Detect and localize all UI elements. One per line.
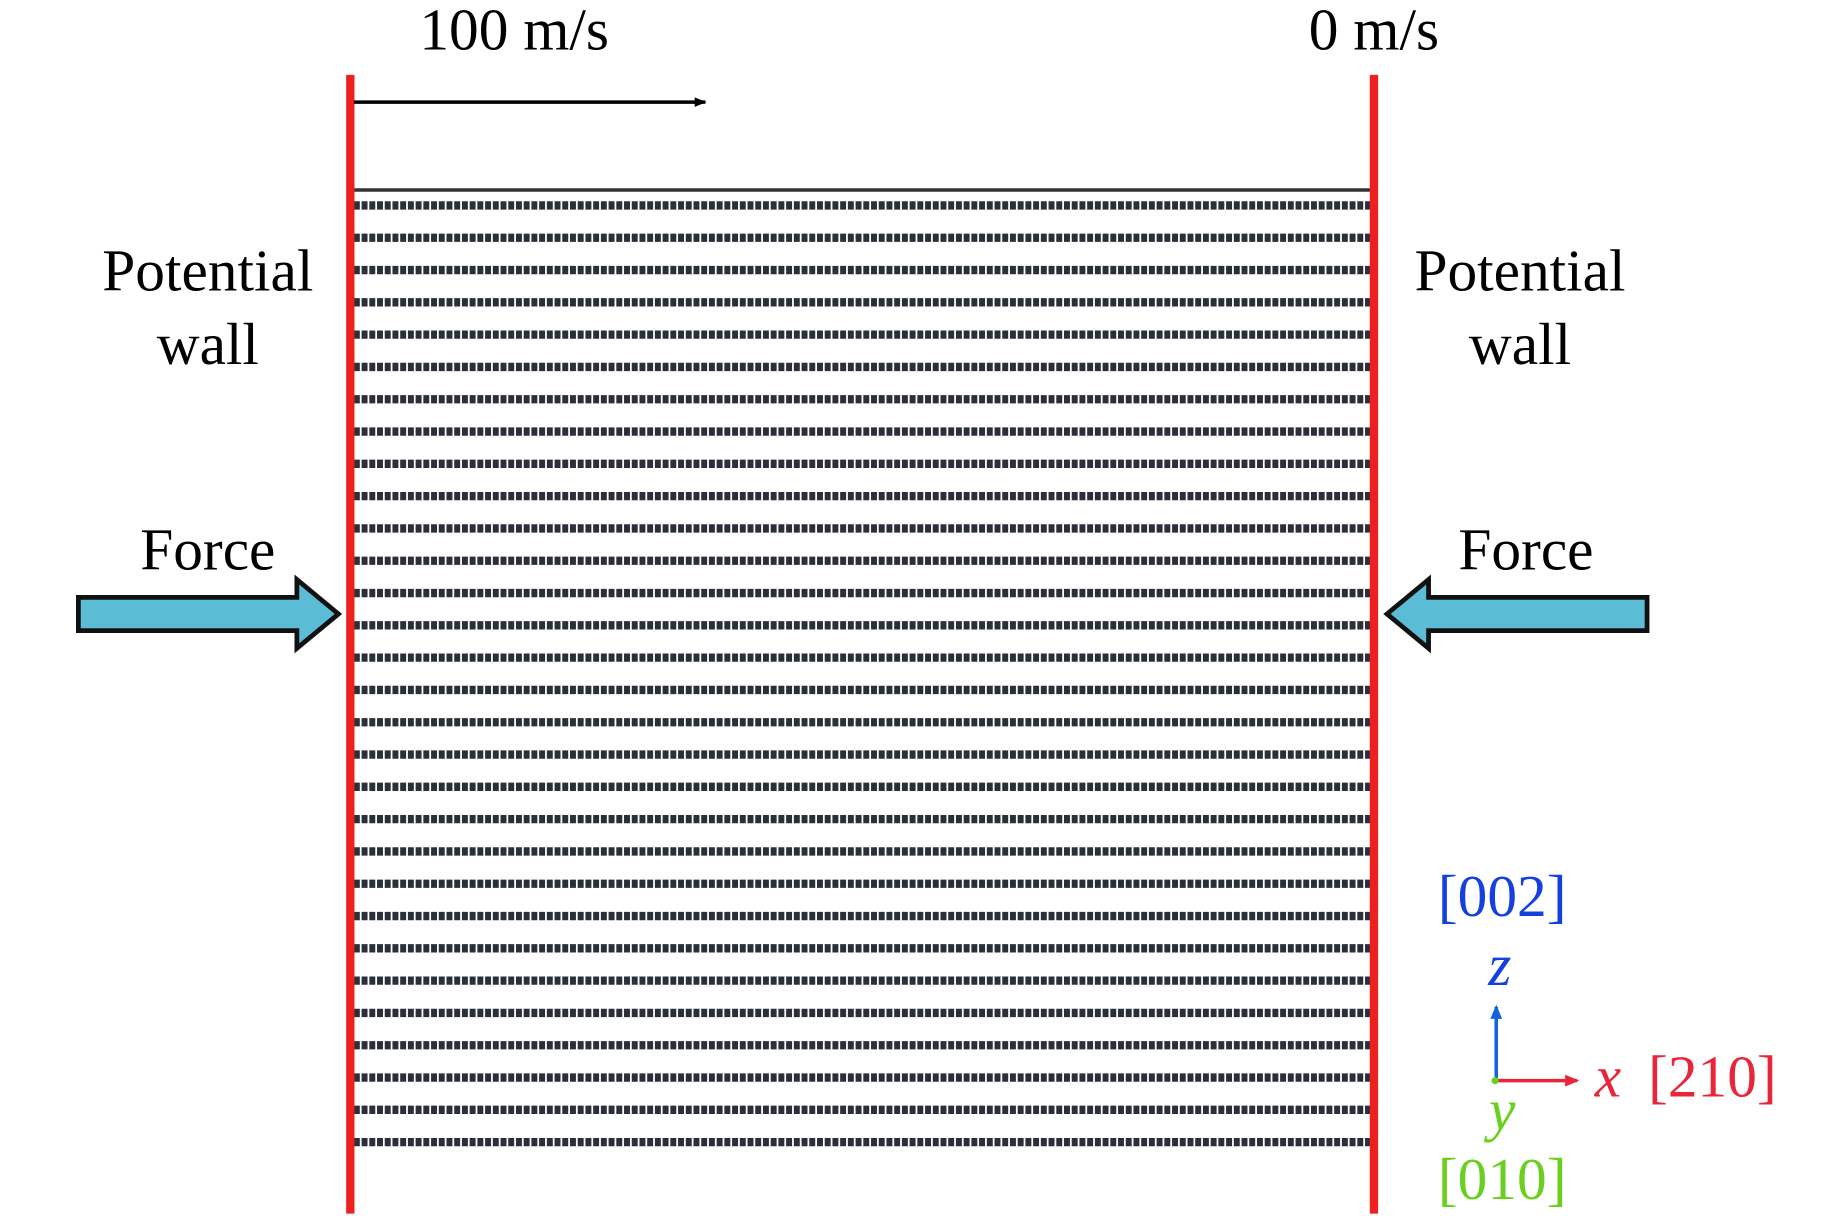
wall-label: wall: [157, 311, 259, 377]
axis-label: z: [1487, 932, 1511, 998]
axis-direction: [002]: [1438, 863, 1567, 929]
velocity-label: 100 m/s: [419, 0, 609, 62]
wall-label: Potential: [1414, 237, 1625, 303]
wall-label: Potential: [102, 237, 313, 303]
atomic-slab: [353, 187, 1371, 1174]
force-label: Force: [1458, 516, 1593, 582]
axis-direction: [210]: [1648, 1044, 1777, 1110]
y-axis: [1491, 1077, 1499, 1085]
velocity-label: 0 m/s: [1309, 0, 1439, 62]
force-arrow: [1383, 574, 1650, 654]
axis-label: x: [1594, 1044, 1621, 1110]
force-label: Force: [140, 516, 275, 582]
wall-label: wall: [1469, 311, 1571, 377]
force-arrow: [76, 574, 343, 654]
axis-direction: [010]: [1438, 1146, 1567, 1212]
axis-label: y: [1484, 1077, 1516, 1143]
